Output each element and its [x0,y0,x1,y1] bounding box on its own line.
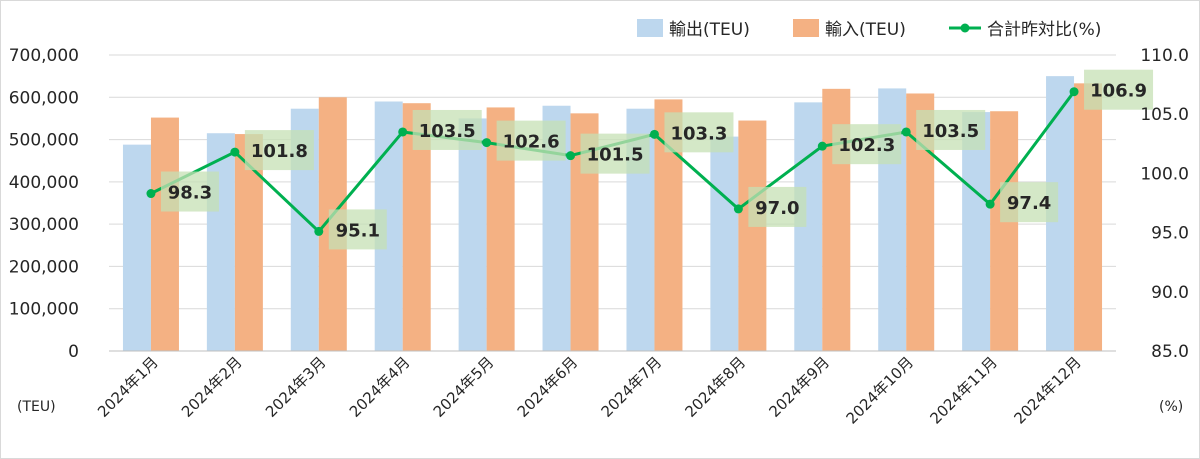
import-bar [234,134,263,351]
data-label-bg [160,171,219,212]
data-label-bg [496,120,566,161]
left-axis-tick-label: 200,000 [9,257,79,277]
x-tick-label: 2024年6月 [514,353,582,421]
legend: 輸出(TEU) 輸入(TEU) 合計昨対比(%) [637,19,1101,40]
export-bar [458,118,487,351]
x-tick-label: 2024年7月 [598,353,666,421]
yoy-point [817,141,827,151]
export-bar [710,136,739,351]
export-bar [962,112,991,351]
x-tick-label: 2024年5月 [430,353,498,421]
left-axis-tick-label: 300,000 [9,215,79,235]
legend-label-yoy: 合計昨対比(%) [987,20,1101,40]
yoy-point [1069,87,1079,97]
data-label: 103.3 [670,123,727,144]
data-label-bg [244,130,314,171]
right-axis-tick-label: 95.0 [1151,224,1189,244]
yoy-point [146,189,156,199]
legend-swatch-import [793,19,819,37]
yoy-point [314,226,324,236]
right-axis-unit: (%) [1159,399,1183,415]
legend-swatch-export [637,19,663,37]
data-label: 97.4 [1007,193,1051,214]
right-axis-tick-label: 100.0 [1140,164,1189,184]
x-tick-label: 2024年11月 [927,353,1001,427]
yoy-point [901,127,911,137]
data-label-bg [748,186,807,227]
left-axis-tick-label: 400,000 [9,173,79,193]
x-tick-label: 2024年10月 [843,353,917,427]
yoy-point [649,129,659,139]
right-axis-tick-label: 85.0 [1151,342,1189,362]
yoy-point [733,204,743,214]
x-tick-label: 2024年2月 [178,353,246,421]
data-label: 103.5 [419,121,476,142]
data-label: 106.9 [1090,81,1147,102]
yoy-point [985,199,995,209]
data-label: 95.1 [336,220,380,241]
right-axis-tick-label: 90.0 [1151,283,1189,303]
yoy-point [482,138,492,148]
left-axis-tick-label: 700,000 [9,46,79,66]
right-axis-tick-label: 110.0 [1140,46,1189,66]
x-tick-label: 2024年1月 [94,353,162,421]
data-label-bg [1000,182,1059,223]
import-bar [738,120,767,352]
yoy-point [230,147,240,157]
import-bar [150,117,179,351]
import-bar [1074,83,1103,352]
data-label-bg [412,109,482,150]
left-axis-tick-label: 100,000 [9,300,79,320]
data-label: 98.3 [168,183,212,204]
x-tick-label: 2024年3月 [262,353,330,421]
data-label-bg [580,133,650,174]
data-label: 101.8 [251,141,308,162]
data-label-bg [832,124,902,165]
left-axis-tick-label: 500,000 [9,131,79,151]
legend-label-export: 輸出(TEU) [669,20,750,40]
data-labels: 98.3 101.8 95.1 103.5 102.6 101.5 103.3 97.0 102… [160,69,1154,250]
import-bar [990,111,1019,352]
data-label-bg [664,112,734,153]
left-axis-tick-label: 600,000 [9,88,79,108]
left-axis-unit: (TEU) [17,399,56,415]
x-tick-label: 2024年12月 [1010,353,1084,427]
yoy-point [398,127,408,137]
legend-label-import: 輸入(TEU) [825,20,906,40]
data-label: 97.0 [755,198,799,219]
left-axis-tick-label: 0 [68,342,79,362]
export-bar [122,144,151,351]
yoy-point [566,151,576,161]
data-label: 102.3 [838,135,895,156]
legend-marker-yoy [960,23,970,33]
x-tick-label: 2024年8月 [682,353,750,421]
export-bar [206,133,235,351]
x-tick-label: 2024年4月 [346,353,414,421]
x-tick-label: 2024年9月 [765,353,833,421]
right-axis-tick-label: 105.0 [1140,105,1189,125]
data-label-bg [328,209,387,250]
data-label: 103.5 [922,121,979,142]
data-label: 102.6 [503,132,560,153]
data-label-bg [916,109,986,150]
data-label: 101.5 [587,145,644,166]
data-label-bg [1084,69,1154,110]
